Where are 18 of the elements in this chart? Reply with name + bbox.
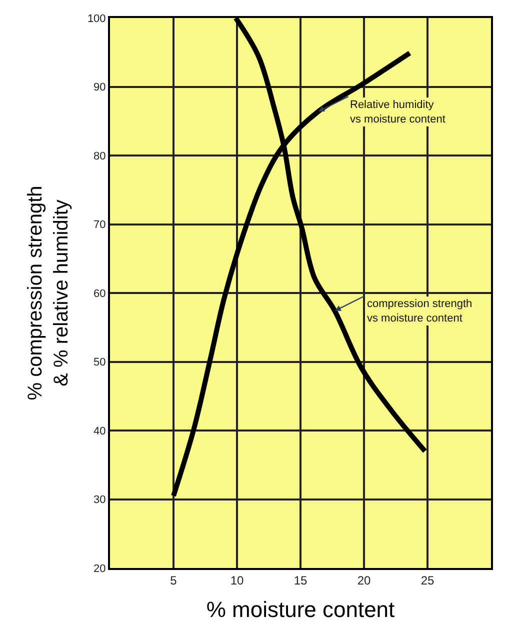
y-tick-label: 30 <box>94 494 106 506</box>
y-tick-label: 100 <box>87 12 106 25</box>
x-tick-label: 10 <box>230 573 244 588</box>
annotation: Relative humidity vs moisture content <box>350 99 446 126</box>
y-tick-label: 70 <box>94 219 106 232</box>
y-axis-title: % compression strength & % relative humidity <box>24 186 72 400</box>
x-tick-label: 5 <box>170 573 178 588</box>
y-tick-label: 40 <box>94 425 106 438</box>
y-tick-label: 80 <box>94 150 106 162</box>
y-tick-label: 90 <box>94 82 106 94</box>
x-tick-label: 15 <box>294 573 308 588</box>
y-tick-label: 50 <box>94 356 106 369</box>
y-tick-label: 20 <box>94 562 106 575</box>
x-axis-title: % moisture content <box>206 596 395 622</box>
y-tick-label: 60 <box>94 288 106 300</box>
annotation: compression strength vs moisture content <box>367 298 472 324</box>
x-tick-label: 20 <box>357 573 371 588</box>
x-tick-label: 25 <box>420 573 434 588</box>
